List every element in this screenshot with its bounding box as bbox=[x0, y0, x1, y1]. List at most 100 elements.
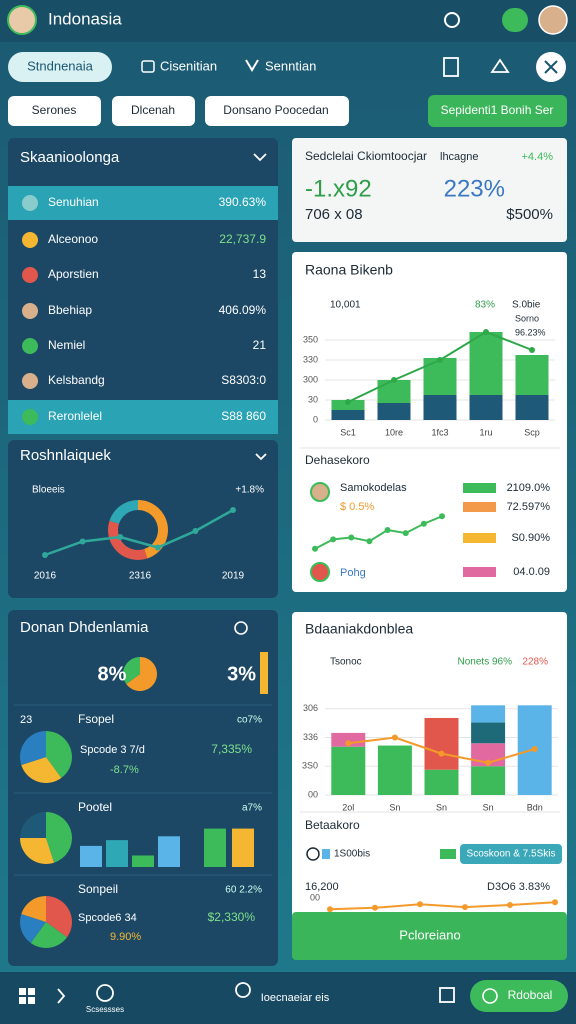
nav-icon[interactable] bbox=[439, 987, 455, 1003]
nav-icon[interactable] bbox=[235, 982, 251, 998]
line-point bbox=[391, 734, 398, 741]
row-icon bbox=[22, 267, 38, 283]
pie-slice bbox=[30, 922, 68, 948]
row-label: Bbehiap bbox=[48, 303, 92, 317]
pie-slice bbox=[138, 500, 168, 559]
filter[interactable] bbox=[8, 96, 101, 126]
search-icon[interactable] bbox=[444, 12, 460, 28]
axis-title: 10,001 bbox=[330, 300, 361, 311]
y-tick-label: 30 bbox=[308, 394, 318, 404]
bar-segment bbox=[471, 705, 506, 723]
filter[interactable] bbox=[205, 96, 349, 126]
filter-label: Donsano Poocedan bbox=[223, 103, 328, 117]
y-tick-label: 00 bbox=[308, 789, 318, 799]
nav-icon bbox=[482, 988, 498, 1004]
action-button[interactable] bbox=[428, 95, 567, 127]
line-point bbox=[327, 906, 333, 913]
stat-sub: 706 x 08 bbox=[305, 206, 363, 223]
bar-segment bbox=[424, 769, 459, 795]
chart-label: +1.8% bbox=[235, 485, 264, 496]
row-highlight bbox=[8, 186, 278, 220]
line-point bbox=[439, 513, 445, 520]
nav-pill[interactable] bbox=[470, 980, 568, 1012]
line-point bbox=[366, 538, 373, 545]
bar bbox=[204, 828, 226, 867]
nav-arrow[interactable] bbox=[57, 988, 66, 1004]
trend-panel bbox=[8, 440, 278, 598]
row-label: Pootel bbox=[78, 800, 112, 814]
row-highlight bbox=[8, 400, 278, 434]
close-icon bbox=[544, 60, 558, 74]
app-title: Indonasia bbox=[48, 9, 122, 28]
row-note: -8.7% bbox=[110, 764, 139, 776]
x-tick-label: 2ol bbox=[342, 802, 354, 812]
grid-icon[interactable] bbox=[19, 988, 35, 1004]
legend-swatch bbox=[322, 849, 330, 859]
tab-active[interactable] bbox=[8, 52, 112, 82]
annotation: 83% bbox=[475, 300, 495, 311]
bar-segment bbox=[471, 766, 506, 795]
row-value: $2,330% bbox=[208, 910, 256, 924]
y-tick-label: 306 bbox=[303, 703, 318, 713]
row-note: 9.90% bbox=[110, 931, 141, 943]
bar bbox=[132, 855, 154, 867]
line-point bbox=[345, 399, 351, 405]
row-right: co7% bbox=[237, 715, 262, 726]
pie-slice bbox=[20, 812, 46, 838]
line-point bbox=[417, 901, 423, 908]
bar bbox=[80, 845, 102, 867]
line-point bbox=[372, 904, 378, 911]
line-point bbox=[462, 904, 468, 911]
avatar[interactable] bbox=[538, 5, 568, 35]
header-bar bbox=[0, 0, 576, 42]
row-value: 7,335% bbox=[211, 742, 252, 756]
nav-icon[interactable] bbox=[96, 984, 114, 1002]
stat-sub: $500% bbox=[506, 206, 553, 223]
notify-icon[interactable] bbox=[502, 8, 528, 32]
line bbox=[314, 515, 443, 550]
big-value: 8% bbox=[98, 663, 127, 685]
y-tick-label: 350 bbox=[303, 334, 318, 344]
row-right: a7% bbox=[242, 803, 262, 814]
line-point bbox=[531, 746, 538, 752]
share-icon[interactable] bbox=[443, 57, 459, 77]
row-icon bbox=[22, 232, 38, 248]
y-tick-label: 330 bbox=[303, 354, 318, 364]
row-label: Reronlelel bbox=[48, 409, 102, 423]
row-value: S8303:0 bbox=[221, 373, 266, 387]
up-icon[interactable] bbox=[490, 58, 510, 73]
y-tick-label: 0 bbox=[313, 414, 318, 424]
row-icon bbox=[22, 303, 38, 319]
chevron[interactable] bbox=[253, 153, 267, 162]
search-icon[interactable] bbox=[234, 621, 248, 635]
avatar[interactable] bbox=[7, 5, 37, 35]
legend-swatch bbox=[463, 533, 496, 543]
x-tick-label: Sn bbox=[483, 802, 494, 812]
pie-slice bbox=[46, 896, 72, 938]
y-tick-label: 300 bbox=[303, 374, 318, 384]
pie-slice bbox=[126, 657, 158, 691]
pie-slice bbox=[108, 520, 148, 560]
chevron[interactable] bbox=[255, 453, 267, 461]
filter[interactable] bbox=[112, 96, 195, 126]
legend-pill-label: Scoskoon & 7.5Skis bbox=[467, 849, 556, 860]
legend-pill bbox=[460, 844, 562, 864]
row-label: Sonpeil bbox=[78, 882, 118, 896]
line-point bbox=[312, 545, 318, 552]
bar-segment bbox=[377, 403, 411, 420]
legend-avatar bbox=[310, 482, 330, 502]
bar-segment bbox=[471, 722, 506, 744]
stats-card bbox=[292, 138, 567, 242]
row-label: Nemiel bbox=[48, 338, 85, 352]
legend-value: 72.597% bbox=[507, 501, 551, 513]
annotation: Sorno bbox=[515, 313, 539, 323]
tab-icon bbox=[245, 59, 259, 72]
bottom-button[interactable] bbox=[292, 912, 567, 960]
row-value: 21 bbox=[253, 338, 267, 352]
row-icon bbox=[22, 338, 38, 354]
line-point bbox=[345, 740, 352, 747]
row-value: 406.09% bbox=[219, 303, 267, 317]
pie-slice bbox=[19, 913, 46, 944]
card-title: Sedclelai Ckiomtoocjar bbox=[305, 149, 427, 163]
